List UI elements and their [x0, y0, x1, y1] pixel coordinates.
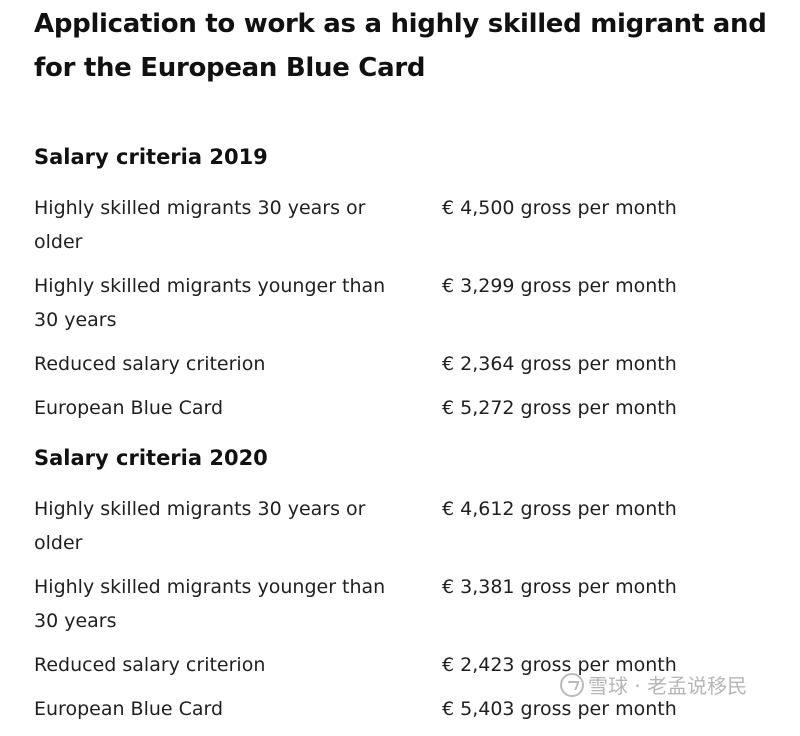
criterion-amount: € 2,364 gross per month	[442, 353, 677, 375]
criterion-amount: € 5,272 gross per month	[442, 397, 677, 419]
table-row: Highly skilled migrants younger than 30 …	[34, 269, 782, 347]
section-heading-2020: Salary criteria 2020	[34, 446, 268, 470]
watermark: 雪球 · 老孟说移民	[560, 670, 747, 699]
criterion-label: European Blue Card	[34, 698, 224, 720]
salary-table-2019: Highly skilled migrants 30 years or olde…	[34, 191, 782, 435]
page-title: Application to work as a highly skilled …	[34, 9, 767, 83]
criterion-label: Reduced salary criterion	[34, 353, 266, 375]
criterion-label: Reduced salary criterion	[34, 654, 266, 676]
snowball-logo-icon	[560, 672, 584, 697]
table-row: Reduced salary criterion € 2,423 gross p…	[34, 648, 782, 692]
criterion-amount: € 3,381 gross per month	[442, 576, 677, 598]
salary-table-2020: Highly skilled migrants 30 years or olde…	[34, 492, 782, 736]
criterion-amount: € 2,423 gross per month	[442, 654, 677, 676]
criterion-amount: € 4,500 gross per month	[442, 197, 677, 219]
table-row: Highly skilled migrants 30 years or olde…	[34, 492, 782, 570]
table-row: Reduced salary criterion € 2,364 gross p…	[34, 347, 782, 391]
criterion-label: Highly skilled migrants 30 years or olde…	[34, 197, 366, 253]
table-row: Highly skilled migrants 30 years or olde…	[34, 191, 782, 269]
criterion-label: Highly skilled migrants 30 years or olde…	[34, 498, 366, 554]
criterion-amount: € 3,299 gross per month	[442, 275, 677, 297]
criterion-label: European Blue Card	[34, 397, 224, 419]
table-row: European Blue Card € 5,272 gross per mon…	[34, 391, 782, 435]
table-row: Highly skilled migrants younger than 30 …	[34, 570, 782, 648]
criterion-label: Highly skilled migrants younger than 30 …	[34, 576, 386, 632]
criterion-label: Highly skilled migrants younger than 30 …	[34, 275, 386, 331]
criterion-amount: € 4,612 gross per month	[442, 498, 677, 520]
watermark-text: 雪球 · 老孟说移民	[588, 674, 748, 698]
section-heading-2019: Salary criteria 2019	[34, 145, 268, 169]
